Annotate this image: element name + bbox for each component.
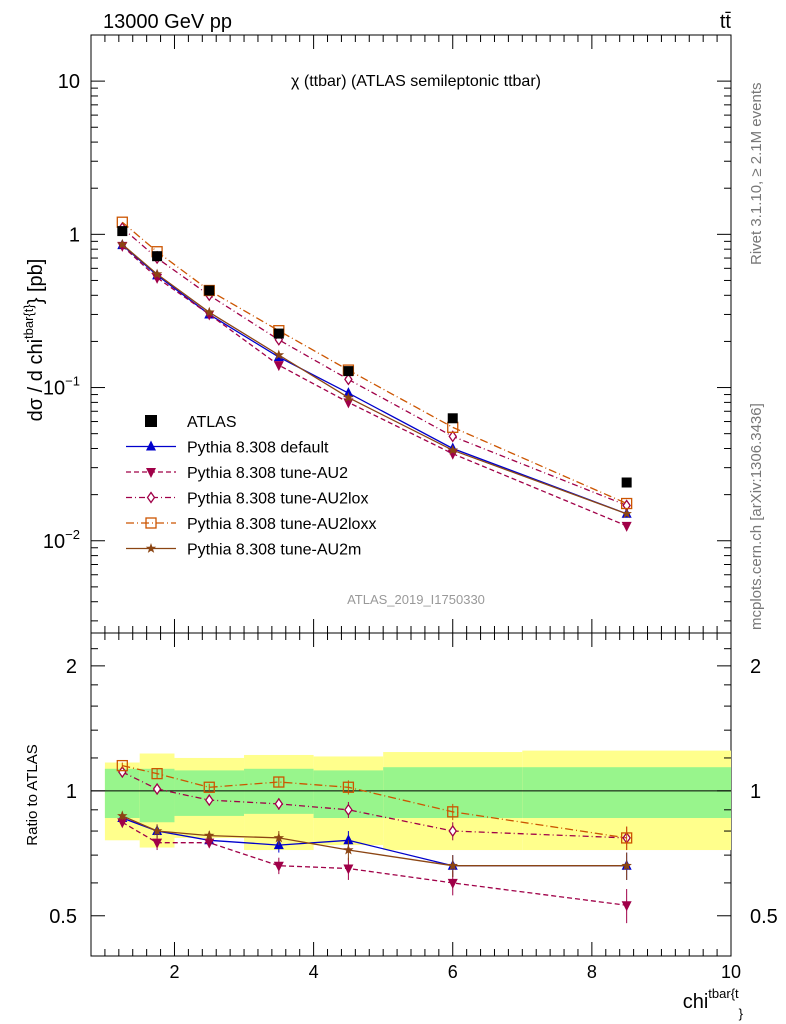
y-tick-label: 10 <box>58 71 80 93</box>
data-point <box>273 328 284 339</box>
mc-point <box>146 440 156 451</box>
x-tick-label: 10 <box>721 962 741 982</box>
mc-point <box>343 834 354 845</box>
series-line <box>121 221 627 505</box>
axes-ticks: 2 4 6 8 10 10−2 10−1 1 10 0.5 0.5 1 1 2 2 <box>43 34 778 982</box>
mc-point <box>343 387 354 398</box>
legend-label: Pythia 8.308 tune-AU2 <box>187 465 348 482</box>
mc-point <box>204 830 215 841</box>
mc-point <box>344 373 353 386</box>
data-point <box>343 366 354 377</box>
ratio-tick-label-right: 0.5 <box>750 906 778 928</box>
mc-point <box>621 860 632 871</box>
mc-point <box>151 268 163 279</box>
mc-point <box>204 793 214 807</box>
band-inner <box>174 770 245 816</box>
y-tick-label: 10−1 <box>43 374 80 400</box>
mc-point <box>273 349 285 360</box>
mc-point <box>273 861 284 872</box>
mc-point <box>621 508 632 519</box>
mc-point <box>117 238 128 249</box>
mc-point <box>204 838 215 849</box>
x-tick-label: 6 <box>448 962 458 982</box>
ratio-tick-label-right: 2 <box>750 656 761 678</box>
data-point <box>145 415 157 427</box>
mc-point <box>146 468 156 478</box>
ratio-tick-label-right: 1 <box>750 781 761 803</box>
ratio-tick-label-left: 2 <box>66 656 77 678</box>
legend-label: Pythia 8.308 tune-AU2loxx <box>187 516 376 533</box>
mc-point <box>448 430 458 443</box>
analysis-watermark: ATLAS_2019_I1750330 <box>347 592 485 607</box>
mc-point <box>273 776 285 788</box>
mc-point <box>447 806 459 818</box>
data-point <box>152 251 163 262</box>
rivet-label: Rivet 3.1.10, ≥ 2.1M events <box>748 83 765 266</box>
series-layer <box>116 216 633 924</box>
legend-label: Pythia 8.308 tune-AU2m <box>187 542 361 559</box>
mc-point <box>273 361 284 372</box>
mc-point <box>203 781 215 793</box>
mc-point <box>151 767 163 780</box>
mc-point <box>621 832 633 844</box>
mc-point <box>152 782 162 796</box>
mc-point <box>447 878 458 889</box>
mc-point <box>116 759 128 772</box>
data-point <box>117 226 128 237</box>
chart-title: χ (ttbar) (ATLAS semileptonic ttbar) <box>291 73 541 90</box>
series-line <box>121 227 627 507</box>
ratio-y-axis-label: Ratio to ATLAS <box>24 744 41 845</box>
x-tick-label: 2 <box>169 962 179 982</box>
mc-point <box>343 864 354 875</box>
mc-point <box>145 543 157 553</box>
mc-point <box>117 818 128 829</box>
mc-point <box>448 824 458 838</box>
header-left: 13000 GeV pp <box>103 11 232 33</box>
ratio-tick-label-left: 0.5 <box>49 906 77 928</box>
legend: ATLAS Pythia 8.308 default Pythia 8.308 tu… <box>126 414 376 559</box>
header-right: tt̄ <box>720 11 732 33</box>
mc-point <box>344 803 353 816</box>
uncertainty-bands <box>91 750 731 851</box>
mc-point <box>343 844 354 855</box>
ratio-tick-label-left: 1 <box>66 781 77 803</box>
mc-point <box>204 306 215 317</box>
mc-point <box>152 838 163 849</box>
mcplots-label: mcplots.cern.ch [arXiv:1306.3436] <box>748 403 765 630</box>
mc-point <box>273 832 285 843</box>
legend-label: Pythia 8.308 tune-AU2lox <box>187 491 368 508</box>
mc-point <box>342 781 355 793</box>
x-tick-label: 8 <box>587 962 597 982</box>
mc-point <box>274 797 284 811</box>
x-tick-label: 4 <box>309 962 319 982</box>
mc-point <box>447 444 458 455</box>
mc-point <box>151 825 163 836</box>
y-axis-label: dσ / d chitbar{t}} [pb] <box>21 259 47 422</box>
band-inner <box>522 767 731 819</box>
data-point <box>204 285 215 296</box>
data-point <box>447 413 458 424</box>
mc-point <box>343 392 354 402</box>
x-axis-label: chitbar{t} <box>683 986 744 1021</box>
mc-point <box>204 310 215 321</box>
legend-label: ATLAS <box>187 414 237 431</box>
y-tick-label: 10−2 <box>43 527 80 553</box>
mc-point <box>146 491 156 504</box>
mc-point <box>621 521 632 532</box>
data-point <box>621 477 632 488</box>
mc-point <box>621 901 632 912</box>
mc-point <box>447 860 458 871</box>
y-tick-label: 1 <box>69 224 80 246</box>
mc-point <box>145 517 157 529</box>
mc-point <box>117 810 128 821</box>
legend-label: Pythia 8.308 default <box>187 440 329 457</box>
